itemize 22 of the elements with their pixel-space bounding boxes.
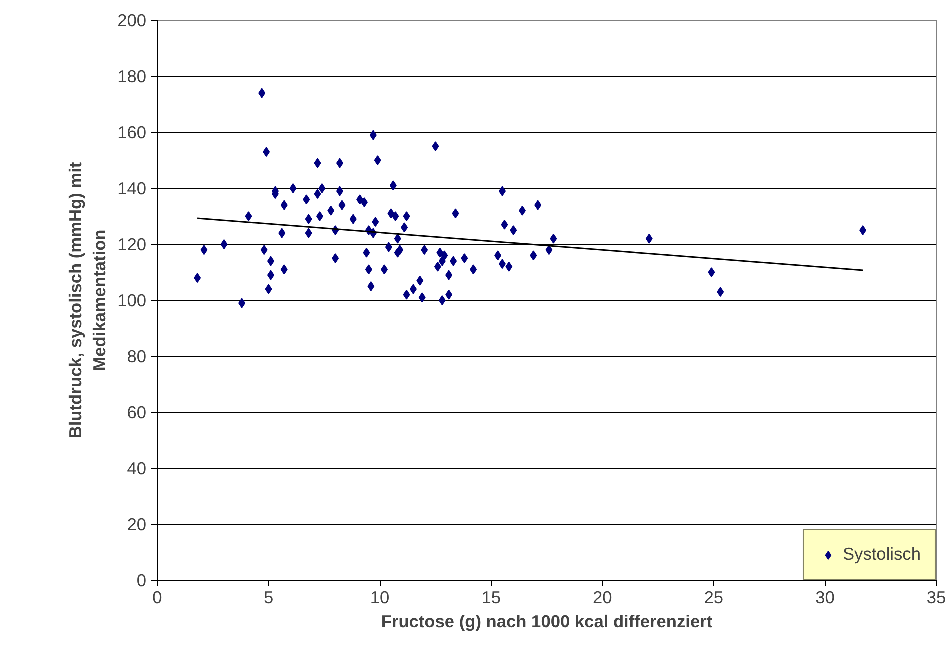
y-tick-label: 140 bbox=[118, 178, 147, 198]
x-tick-label: 20 bbox=[593, 588, 612, 608]
y-tick-label: 100 bbox=[118, 290, 147, 310]
y-axis-title: Blutdruck, systolisch (mmHg) mit Medikamentation bbox=[66, 162, 110, 439]
x-tick-label: 10 bbox=[370, 588, 390, 608]
y-tick-label: 20 bbox=[127, 514, 147, 534]
x-tick-label: 30 bbox=[816, 588, 835, 608]
y-tick-label: 60 bbox=[127, 402, 147, 422]
x-tick-label: 25 bbox=[704, 588, 724, 608]
x-tick-label: 35 bbox=[926, 588, 946, 608]
y-tick-label: 120 bbox=[118, 234, 147, 254]
x-tick-label: 0 bbox=[152, 588, 162, 608]
y-tick-label: 80 bbox=[127, 346, 147, 366]
y-tick-label: 180 bbox=[118, 66, 147, 86]
x-tick-label: 15 bbox=[482, 588, 501, 608]
y-tick-label: 0 bbox=[136, 570, 147, 590]
legend-label: Systolisch bbox=[842, 544, 921, 565]
x-tick-label: 5 bbox=[264, 588, 274, 608]
x-axis-title: Fructose (g) nach 1000 kcal differenziert bbox=[381, 612, 713, 632]
y-tick-label: 40 bbox=[127, 458, 147, 478]
y-tick-label: 160 bbox=[118, 122, 147, 142]
y-tick-label: 200 bbox=[118, 10, 147, 30]
